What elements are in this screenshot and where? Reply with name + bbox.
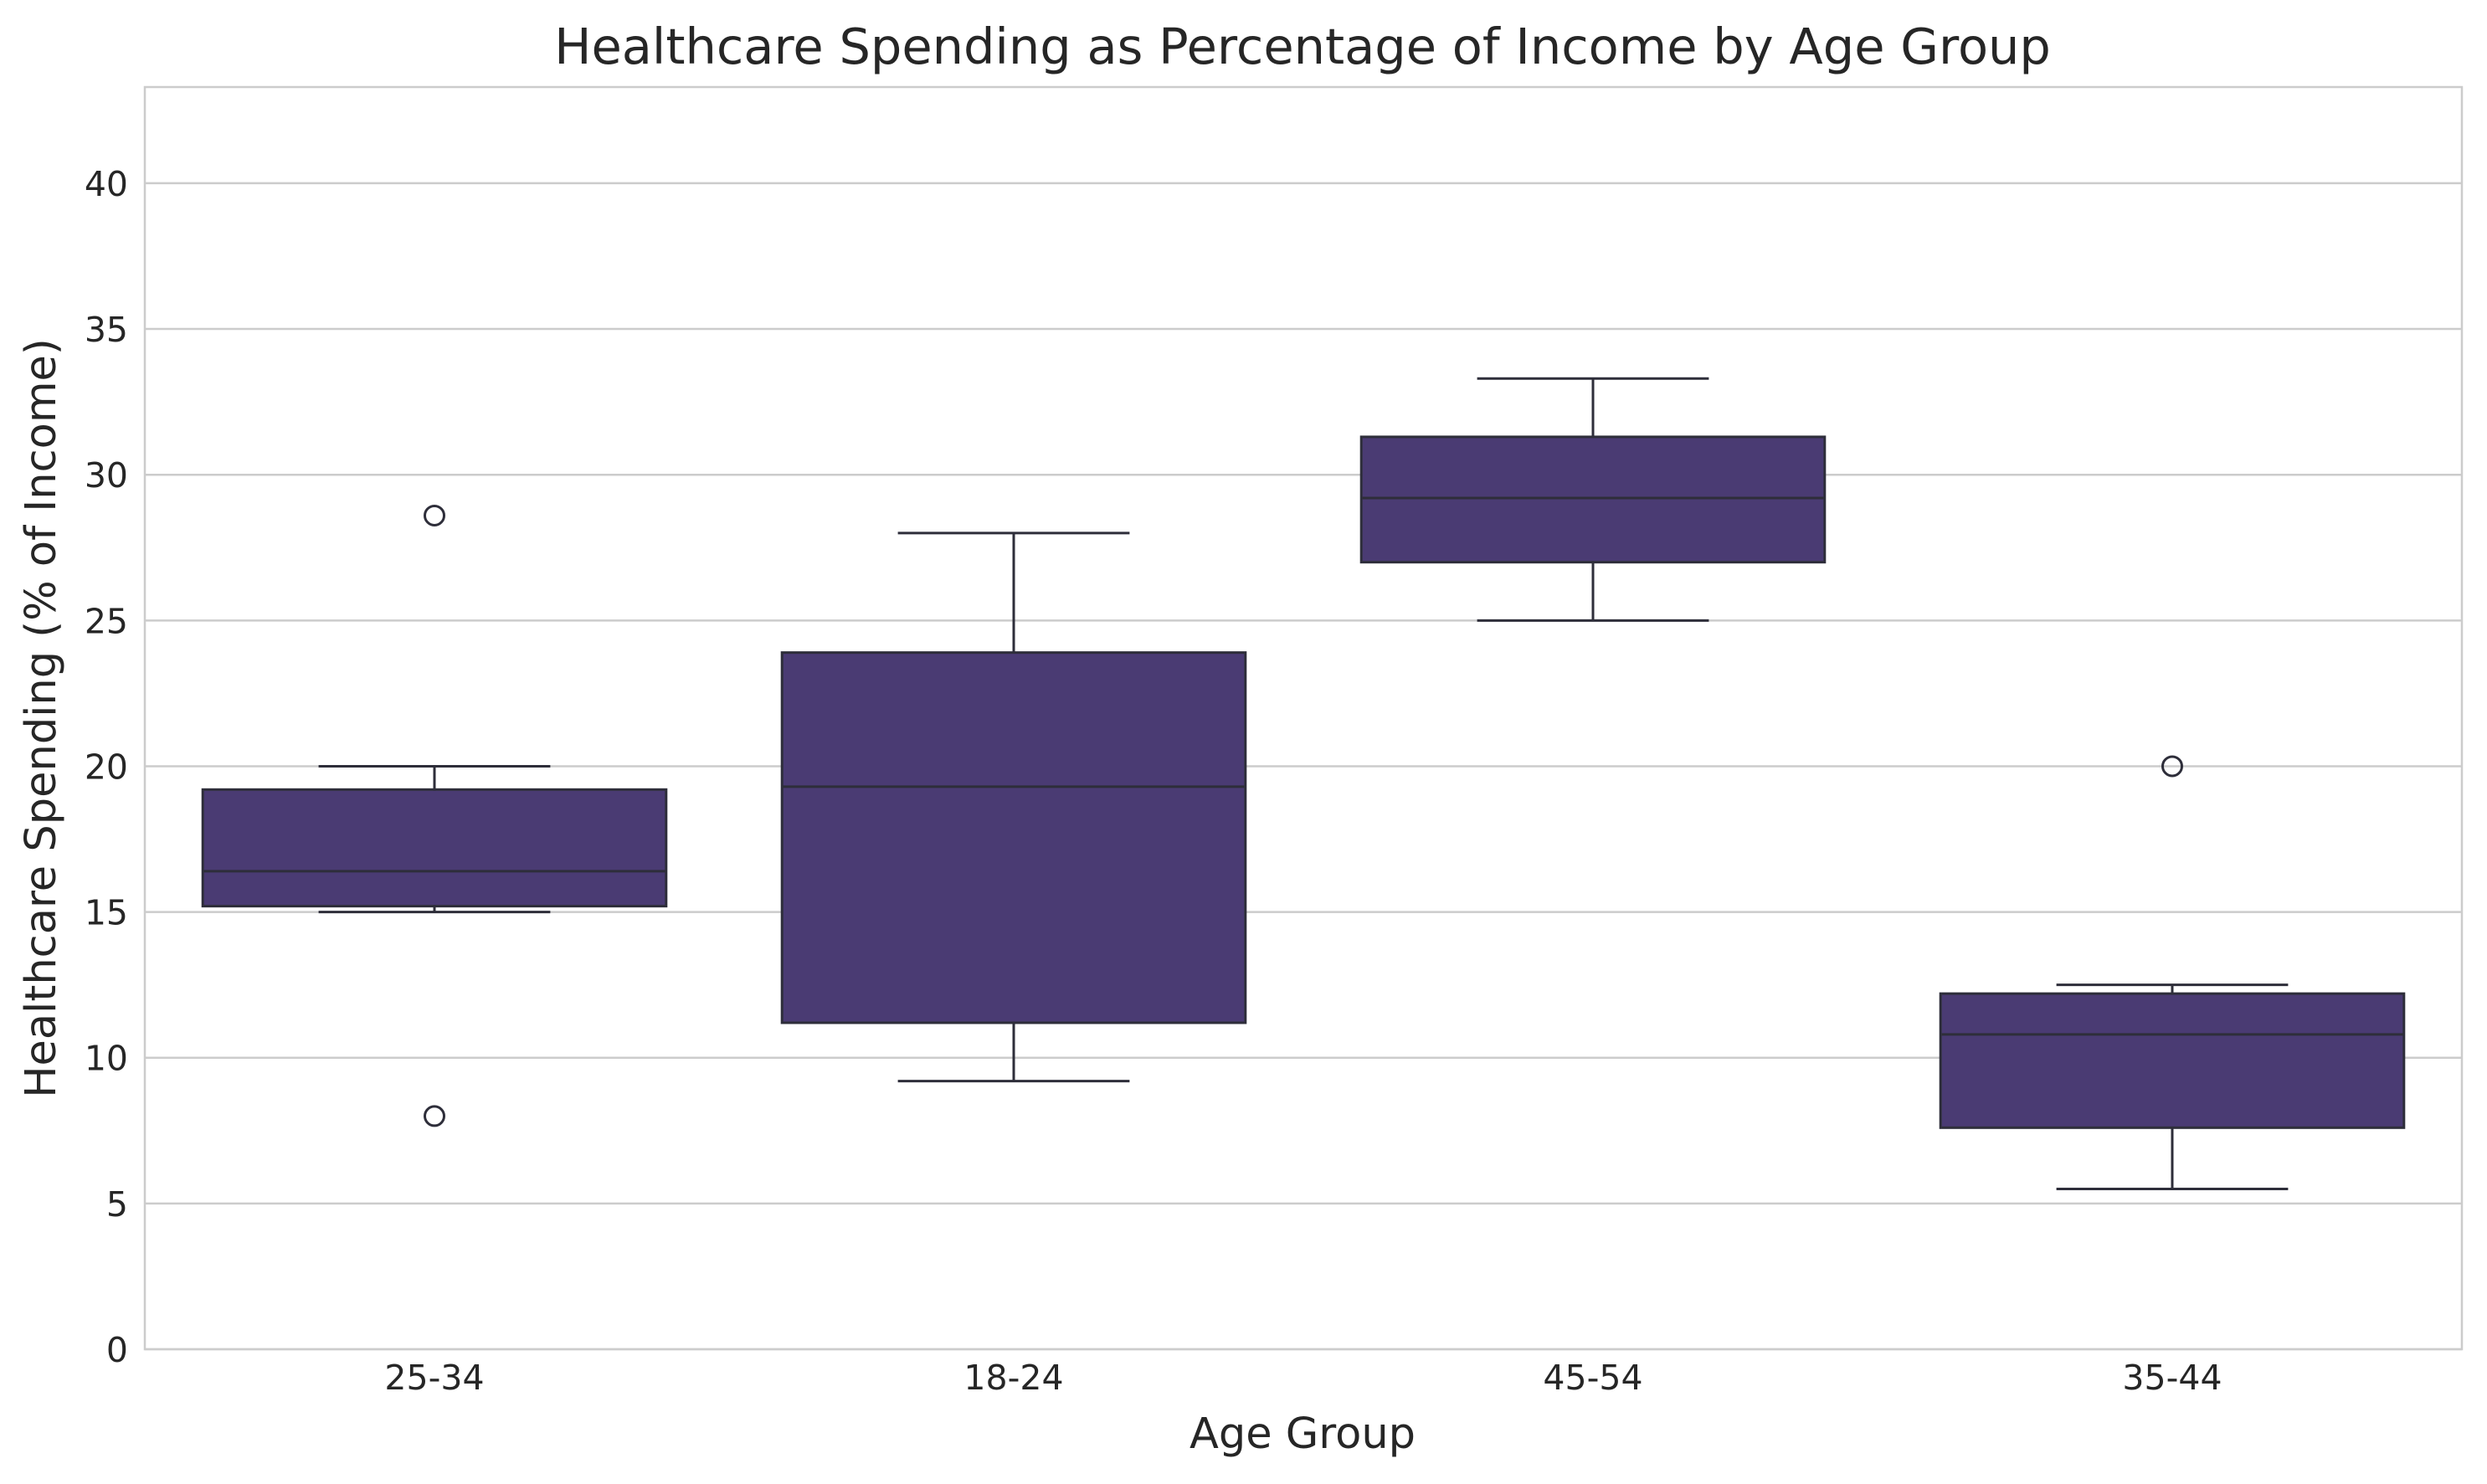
y-tick-label: 15 [85,893,128,933]
y-tick-label: 35 [85,310,128,350]
plot-frame [143,85,2464,1351]
x-axis-label: Age Group [1190,1410,1416,1459]
x-tick-labels: 25-34 18-24 45-54 35-44 [384,1358,2222,1398]
y-tick-label: 25 [85,601,128,641]
iqr-box [1359,435,1827,564]
y-axis-label: Healthcare Spending (% of Income) [17,338,66,1098]
outlier-point [424,1105,445,1127]
y-tick-label: 30 [85,455,128,496]
box-45-54 [1359,377,1827,622]
box-18-24 [780,531,1247,1083]
box-25-34 [201,504,668,1127]
x-tick-label: 18-24 [963,1358,1063,1398]
outlier-point [2161,755,2183,778]
y-tick-labels: 0 5 10 15 20 25 30 35 40 [85,164,128,1370]
x-tick-label: 25-34 [384,1358,484,1398]
chart-title: Healthcare Spending as Percentage of Inc… [554,18,2051,75]
iqr-box [780,651,1247,1024]
y-tick-label: 0 [106,1330,128,1370]
y-tick-label: 10 [85,1039,128,1079]
y-tick-label: 40 [85,164,128,204]
x-tick-label: 45-54 [1543,1358,1642,1398]
x-tick-label: 35-44 [2122,1358,2222,1398]
y-tick-label: 20 [85,747,128,787]
box-35-44 [1939,755,2406,1190]
y-tick-label: 5 [106,1184,128,1225]
iqr-box [201,788,668,908]
box-series [201,377,2406,1190]
outlier-point [424,504,445,526]
iqr-box [1939,992,2406,1129]
